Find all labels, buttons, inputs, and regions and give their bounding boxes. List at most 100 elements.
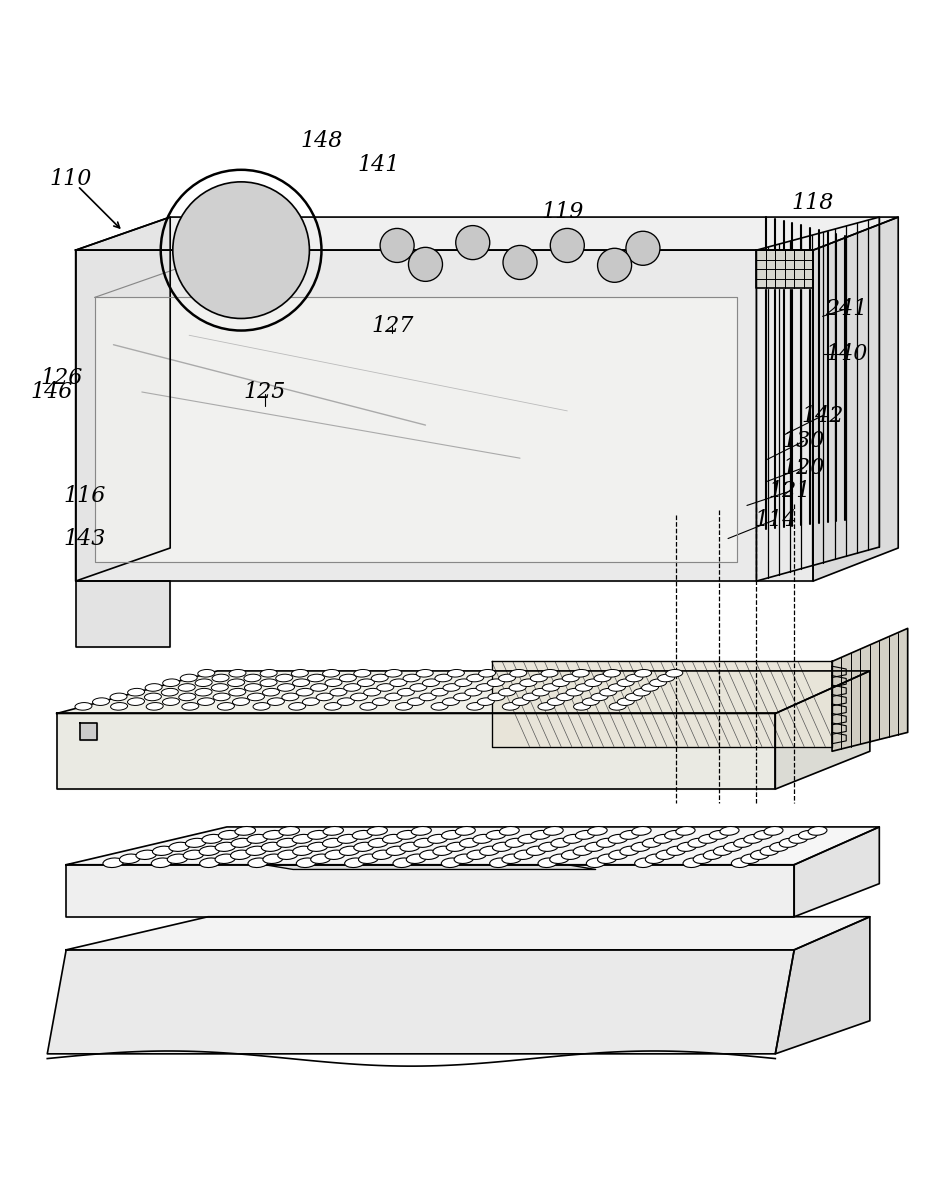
Ellipse shape: [502, 854, 521, 864]
Polygon shape: [775, 917, 869, 1054]
Ellipse shape: [324, 702, 341, 710]
Ellipse shape: [163, 679, 180, 686]
Ellipse shape: [538, 702, 555, 710]
Ellipse shape: [543, 827, 563, 835]
Ellipse shape: [476, 684, 492, 691]
Ellipse shape: [490, 858, 509, 868]
Ellipse shape: [709, 830, 728, 839]
Ellipse shape: [339, 674, 356, 682]
Ellipse shape: [407, 698, 424, 706]
Text: 140: 140: [825, 343, 867, 365]
Ellipse shape: [212, 674, 229, 682]
Ellipse shape: [502, 702, 519, 710]
Polygon shape: [265, 865, 595, 870]
Polygon shape: [76, 217, 170, 581]
Ellipse shape: [337, 698, 354, 706]
Ellipse shape: [151, 858, 172, 868]
Polygon shape: [66, 827, 879, 865]
Ellipse shape: [586, 858, 605, 868]
Polygon shape: [832, 722, 846, 734]
Ellipse shape: [435, 674, 452, 682]
Ellipse shape: [181, 702, 198, 710]
Ellipse shape: [677, 842, 696, 851]
Ellipse shape: [608, 834, 627, 844]
Ellipse shape: [263, 830, 284, 839]
Ellipse shape: [358, 854, 378, 864]
Ellipse shape: [596, 839, 615, 847]
Ellipse shape: [357, 679, 374, 686]
Ellipse shape: [649, 679, 666, 686]
Text: 110: 110: [50, 168, 92, 191]
Circle shape: [503, 246, 537, 280]
Ellipse shape: [278, 684, 294, 691]
Ellipse shape: [103, 858, 124, 868]
Polygon shape: [794, 827, 879, 917]
Ellipse shape: [213, 694, 230, 701]
Circle shape: [380, 228, 414, 263]
Circle shape: [550, 228, 584, 263]
Ellipse shape: [572, 670, 589, 677]
Polygon shape: [57, 714, 775, 790]
Ellipse shape: [582, 698, 599, 706]
Ellipse shape: [530, 674, 547, 682]
Polygon shape: [832, 704, 846, 715]
Ellipse shape: [799, 830, 816, 839]
Ellipse shape: [487, 679, 504, 686]
Ellipse shape: [676, 827, 695, 835]
Ellipse shape: [486, 830, 506, 839]
Ellipse shape: [253, 702, 270, 710]
Text: 120: 120: [782, 457, 824, 479]
Ellipse shape: [576, 684, 592, 691]
Ellipse shape: [180, 674, 198, 682]
Ellipse shape: [322, 839, 342, 847]
Ellipse shape: [599, 689, 616, 696]
Text: 119: 119: [541, 202, 583, 223]
Ellipse shape: [520, 679, 537, 686]
Ellipse shape: [664, 830, 683, 839]
Ellipse shape: [585, 842, 604, 851]
Polygon shape: [832, 695, 846, 706]
Ellipse shape: [339, 846, 359, 856]
Ellipse shape: [626, 674, 643, 682]
Ellipse shape: [231, 839, 251, 847]
Polygon shape: [832, 676, 846, 686]
Ellipse shape: [185, 839, 206, 847]
Ellipse shape: [498, 674, 515, 682]
Ellipse shape: [617, 698, 634, 706]
Ellipse shape: [769, 842, 788, 851]
Ellipse shape: [731, 858, 749, 868]
Text: 118: 118: [792, 192, 833, 214]
Ellipse shape: [325, 850, 345, 859]
Ellipse shape: [574, 702, 591, 710]
Ellipse shape: [420, 850, 439, 859]
Ellipse shape: [454, 694, 471, 701]
Ellipse shape: [215, 854, 235, 864]
Polygon shape: [76, 581, 170, 647]
Ellipse shape: [353, 670, 370, 677]
Ellipse shape: [465, 689, 482, 696]
Text: 146: 146: [31, 380, 73, 403]
Ellipse shape: [179, 694, 196, 701]
Ellipse shape: [562, 674, 579, 682]
Ellipse shape: [584, 679, 601, 686]
Ellipse shape: [422, 679, 439, 686]
Ellipse shape: [146, 702, 163, 710]
Ellipse shape: [244, 674, 261, 682]
Circle shape: [408, 247, 442, 281]
Ellipse shape: [202, 834, 222, 844]
Ellipse shape: [263, 689, 280, 696]
Ellipse shape: [397, 830, 417, 839]
Ellipse shape: [232, 698, 249, 706]
Ellipse shape: [351, 694, 368, 701]
Polygon shape: [57, 671, 869, 714]
Ellipse shape: [642, 839, 662, 847]
Ellipse shape: [764, 827, 782, 835]
Ellipse shape: [352, 830, 372, 839]
Ellipse shape: [234, 827, 255, 835]
Ellipse shape: [741, 854, 760, 864]
Ellipse shape: [682, 858, 701, 868]
Ellipse shape: [666, 846, 685, 856]
Ellipse shape: [229, 689, 246, 696]
Circle shape: [455, 226, 490, 259]
Ellipse shape: [477, 698, 494, 706]
